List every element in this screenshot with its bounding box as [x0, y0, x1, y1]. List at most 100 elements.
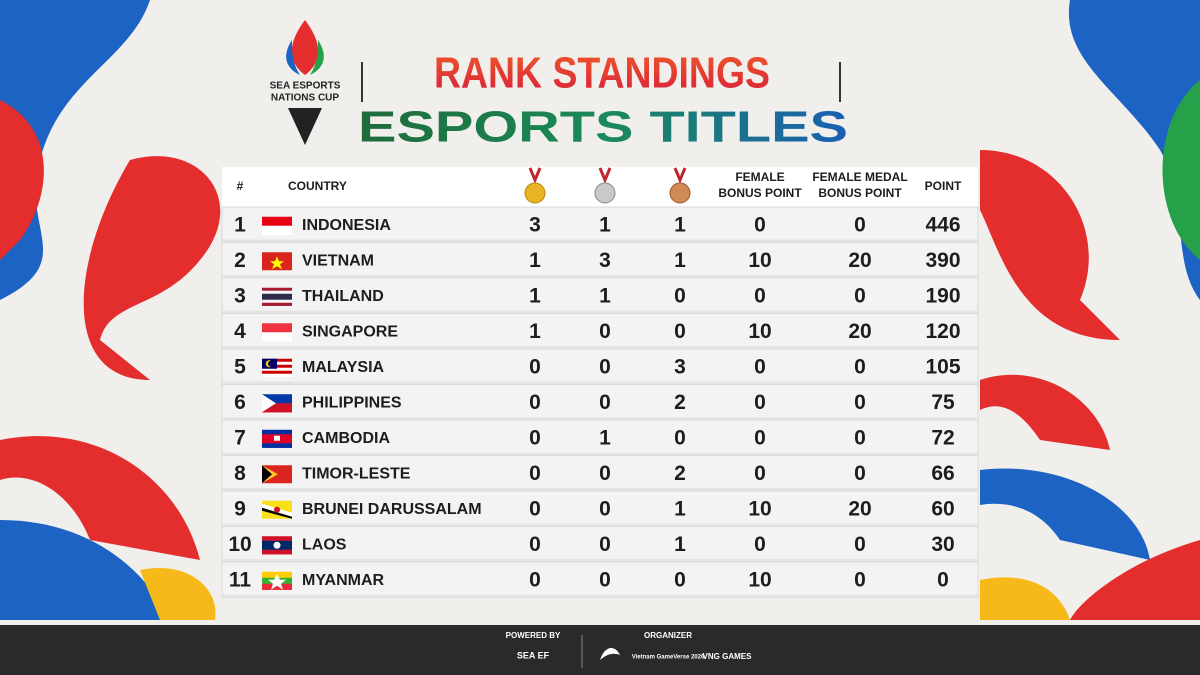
cell-value: 0 — [599, 533, 611, 556]
title: RANK STANDINGS — [434, 49, 770, 98]
cell-value: 0 — [854, 568, 866, 591]
row-bg — [221, 313, 979, 350]
row-accent — [222, 310, 978, 314]
cell-value: 20 — [848, 320, 871, 343]
subtitle: ESPORTS TITLES — [358, 103, 848, 152]
flag-part — [265, 360, 271, 368]
footer-logo: SEA EF — [517, 650, 550, 660]
cell-value: 3 — [674, 355, 686, 378]
cell-value: 0 — [599, 320, 611, 343]
flag-part — [262, 290, 292, 294]
cell-value: 2 — [674, 462, 686, 485]
flag-part — [262, 394, 276, 413]
swirl — [0, 436, 200, 560]
cell-value: 190 — [925, 284, 960, 307]
rank: 1 — [234, 213, 246, 236]
country: BRUNEI DARUSSALAM — [302, 501, 482, 518]
country: SINGAPORE — [302, 323, 398, 340]
table-row: 1 INDONESIA 3 1 1 0 0 446 — [221, 206, 979, 243]
row-accent — [222, 452, 978, 456]
cell-value: 10 — [748, 320, 771, 343]
logo-flame — [291, 20, 319, 75]
flag-part — [262, 373, 292, 377]
cell-value: 3 — [529, 213, 541, 236]
country: LAOS — [302, 536, 347, 553]
row-bg — [221, 419, 979, 456]
cell-value: 0 — [529, 568, 541, 591]
row-bg — [221, 206, 979, 243]
swirl — [83, 156, 221, 380]
cell-value: 10 — [748, 497, 771, 520]
flag-part — [262, 536, 292, 541]
table-row: 11 MYANMAR 0 0 0 10 0 0 — [221, 561, 979, 598]
flag-part — [262, 438, 292, 444]
swirl — [0, 100, 44, 260]
table-row: 4 SINGAPORE 1 0 0 10 20 120 — [221, 313, 979, 350]
cell-value: 0 — [854, 284, 866, 307]
flag-part — [262, 358, 277, 369]
rank: 3 — [234, 284, 246, 307]
cell-value: 0 — [854, 213, 866, 236]
swirl — [1068, 0, 1200, 300]
swirl — [0, 520, 170, 620]
logo-text: SEA ESPORTS — [270, 81, 341, 92]
row-bg — [221, 384, 979, 421]
country: CAMBODIA — [302, 430, 390, 447]
cell-value: 0 — [754, 533, 766, 556]
cell-value: 105 — [925, 355, 960, 378]
row-bg — [221, 277, 979, 314]
footer-logo: Vietnam GameVerse 2026 — [632, 655, 705, 661]
rank: 11 — [229, 568, 252, 591]
cell-value: 0 — [529, 391, 541, 414]
country: MALAYSIA — [302, 359, 385, 376]
cell-value: 0 — [754, 391, 766, 414]
column-header: POINT — [925, 179, 962, 193]
rank: 10 — [228, 533, 251, 556]
row-accent — [222, 381, 978, 385]
row-accent — [222, 488, 978, 491]
footer-label: ORGANIZER — [644, 631, 692, 640]
gold-medal — [524, 182, 546, 204]
row-bg — [221, 242, 979, 279]
table-row: 5 MALAYSIA 0 0 3 0 0 105 — [221, 348, 979, 385]
medal-icons — [524, 167, 691, 204]
column-header: # — [237, 179, 244, 193]
flag-part — [270, 256, 284, 270]
flag-part — [262, 323, 292, 333]
flag-part — [262, 549, 292, 555]
row-bg — [221, 348, 979, 385]
cell-value: 0 — [599, 568, 611, 591]
rank: 8 — [234, 462, 246, 485]
flag-part — [262, 299, 292, 303]
cell-value: 1 — [529, 284, 541, 307]
logo-text: NATIONS CUP — [271, 93, 339, 104]
cell-value: 1 — [674, 249, 686, 272]
cell-value: 60 — [931, 497, 954, 520]
cell-value: 0 — [754, 462, 766, 485]
flag-part — [262, 293, 292, 297]
country: PHILIPPINES — [302, 394, 402, 411]
row-bg — [221, 526, 979, 563]
cell-value: 0 — [754, 284, 766, 307]
swirl — [0, 0, 150, 300]
rank: 7 — [234, 426, 246, 449]
cell-value: 0 — [854, 391, 866, 414]
cell-value: 0 — [674, 426, 686, 449]
cell-value: 30 — [931, 533, 954, 556]
ribbon — [673, 167, 687, 184]
cell-value: 0 — [754, 426, 766, 449]
swirl — [980, 374, 1110, 450]
cell-value: 0 — [599, 355, 611, 378]
cell-value: 20 — [848, 249, 871, 272]
flag-part — [262, 332, 292, 342]
footer-bar — [0, 625, 1200, 675]
row-bg — [221, 490, 979, 527]
cell-value: 10 — [748, 249, 771, 272]
decoration — [0, 0, 1200, 620]
table-row: 10 LAOS 0 0 1 0 0 30 — [221, 526, 979, 563]
silver-medal — [594, 182, 616, 204]
table-row: 9 BRUNEI DARUSSALAM 0 0 1 10 20 60 — [221, 490, 979, 527]
footer-logo: VNG GAMES — [703, 652, 753, 661]
cell-value: 3 — [599, 249, 611, 272]
